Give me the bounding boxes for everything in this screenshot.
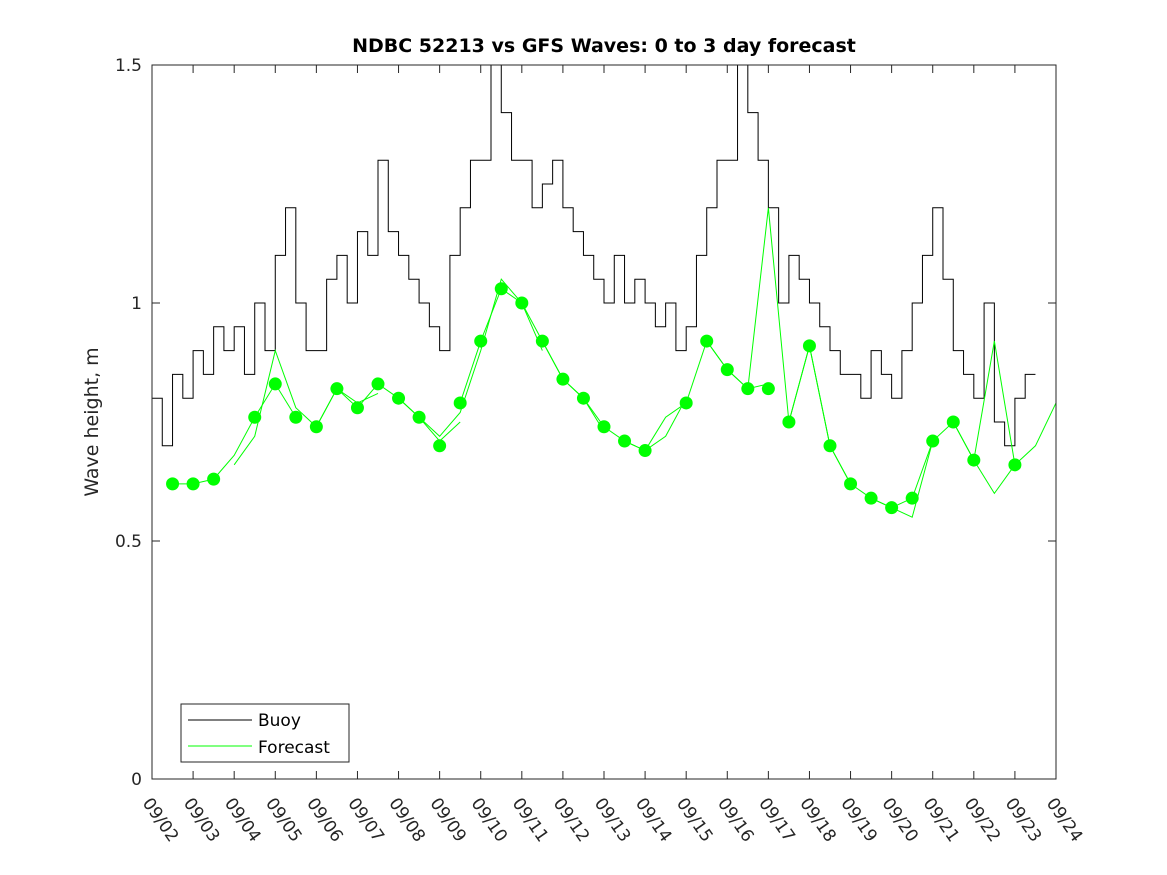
forecast-point bbox=[474, 334, 488, 348]
legend-forecast-label: Forecast bbox=[258, 738, 330, 758]
forecast-point bbox=[638, 444, 652, 458]
forecast-point bbox=[823, 439, 837, 453]
forecast-point bbox=[535, 334, 549, 348]
y-axis-label: Wave height, m bbox=[81, 347, 103, 496]
forecast-point bbox=[741, 382, 755, 396]
forecast-point bbox=[556, 372, 570, 386]
forecast-point bbox=[166, 477, 180, 491]
forecast-point bbox=[330, 382, 344, 396]
forecast-point bbox=[515, 296, 529, 310]
forecast-point bbox=[1008, 458, 1022, 472]
legend: Buoy Forecast bbox=[180, 703, 350, 763]
forecast-point bbox=[782, 415, 796, 429]
y-tick-label: 1.5 bbox=[115, 56, 142, 76]
forecast-point bbox=[494, 282, 508, 296]
forecast-point bbox=[186, 477, 200, 491]
forecast-point bbox=[371, 377, 385, 391]
forecast-point bbox=[700, 334, 714, 348]
forecast-point bbox=[967, 453, 981, 467]
forecast-point bbox=[576, 391, 590, 405]
forecast-point bbox=[248, 410, 262, 424]
forecast-point bbox=[720, 363, 734, 377]
forecast-point bbox=[350, 401, 364, 415]
forecast-point bbox=[905, 491, 919, 505]
chart-title: NDBC 52213 vs GFS Waves: 0 to 3 day fore… bbox=[352, 35, 856, 57]
y-axis-ticks: 0 0.5 1 1.5 bbox=[115, 56, 1056, 790]
legend-box bbox=[180, 703, 350, 763]
forecast-point bbox=[885, 501, 899, 515]
y-tick-label: 0.5 bbox=[115, 532, 142, 552]
forecast-point bbox=[289, 410, 303, 424]
forecast-point bbox=[679, 396, 693, 410]
forecast-point bbox=[433, 439, 447, 453]
legend-buoy-label: Buoy bbox=[258, 711, 301, 731]
forecast-point bbox=[946, 415, 960, 429]
forecast-point bbox=[268, 377, 282, 391]
forecast-point bbox=[597, 420, 611, 434]
y-tick-label: 1 bbox=[131, 294, 142, 314]
forecast-point bbox=[761, 382, 775, 396]
forecast-point bbox=[864, 491, 878, 505]
forecast-point bbox=[392, 391, 406, 405]
forecast-run-line bbox=[952, 340, 1057, 466]
forecast-point bbox=[453, 396, 467, 410]
y-tick-label: 0 bbox=[131, 770, 142, 790]
buoy-line bbox=[152, 64, 1036, 447]
forecast-run-line bbox=[788, 345, 934, 518]
forecast-point bbox=[844, 477, 858, 491]
forecast-markers bbox=[166, 282, 1022, 515]
forecast-point bbox=[802, 339, 816, 353]
forecast-point bbox=[618, 434, 632, 448]
forecast-point bbox=[926, 434, 940, 448]
forecast-point bbox=[207, 472, 221, 486]
forecast-point bbox=[309, 420, 323, 434]
buoy-series bbox=[152, 64, 1036, 447]
forecast-point bbox=[412, 410, 426, 424]
